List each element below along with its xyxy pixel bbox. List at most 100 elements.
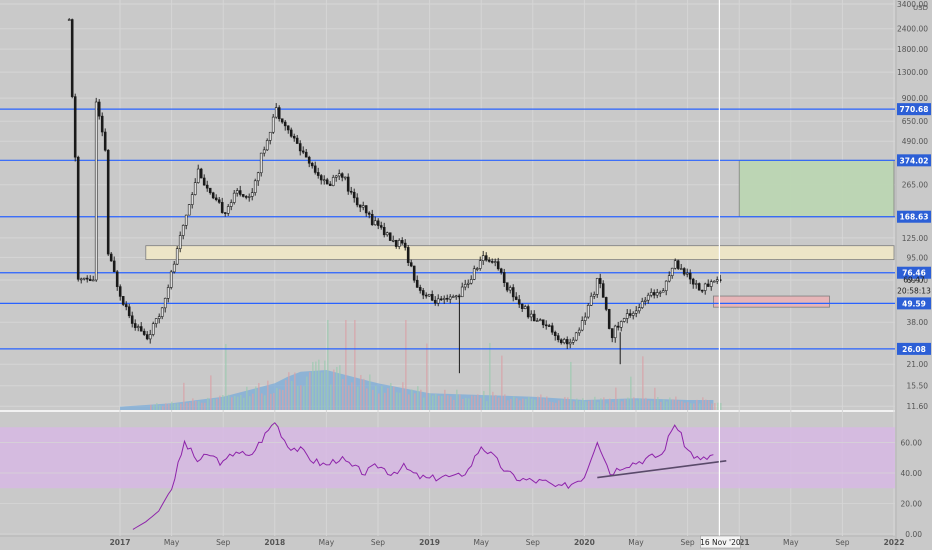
volume-bar [300,385,302,410]
candle-body [274,107,278,118]
volume-bar [360,374,362,410]
volume-bar [486,401,488,410]
volume-bar [375,385,377,410]
rsi-trendline[interactable] [597,460,727,479]
level-label-text: 49.59 [902,299,926,308]
candle [430,290,434,302]
candle-body [82,277,86,280]
volume-bar [378,393,380,410]
volume-bar [600,398,602,410]
candle [223,212,227,217]
candle [82,277,86,281]
candle-body [397,240,401,247]
countdown-label: 20:58:13 [897,287,931,296]
candle-body [67,19,71,21]
candle [649,288,653,298]
candle-body [475,268,479,270]
volume-bar [495,394,497,410]
volume-bar [261,393,263,410]
candle-body [196,168,200,183]
candle-body [94,101,98,281]
volume-bar [414,393,416,410]
level-label: 26.08 [897,342,931,355]
volume-bar [180,403,182,410]
candle-body [121,296,125,305]
last-price-label: 69.47 [903,276,925,285]
candle [538,318,542,322]
candle-body [556,335,560,341]
candle [523,304,527,310]
candle-body [580,320,584,331]
volume-bar [318,359,320,410]
candle [187,204,191,216]
candle-body [286,125,290,131]
candle-body [184,214,188,226]
candle-body [547,325,551,327]
candle [478,256,482,271]
candle [577,327,581,336]
volume-bar [408,394,410,410]
price-tick-label: 11.60 [907,402,929,411]
candle-body [190,194,194,205]
candle [409,259,413,268]
candle [520,303,524,312]
candle [304,149,308,158]
time-tick-label: May [783,538,799,547]
candle [451,294,455,298]
candle [145,331,149,341]
volume-bar [525,398,527,410]
volume-bar [276,387,278,410]
candle [268,131,272,145]
candle-body [88,278,92,282]
price-tick-label: 95.00 [907,253,929,262]
volume-bar [663,399,665,410]
currency-label: USD [913,4,928,12]
candle [205,180,209,192]
candle [586,303,590,319]
candle-body [73,96,77,158]
candle-body [352,191,356,199]
candle-body [484,255,488,261]
volume-bar [624,399,626,410]
time-tick-label: May [628,538,644,547]
volume-bar [390,382,392,410]
candle-body [454,295,458,298]
candle [172,261,176,274]
candle [139,322,143,332]
candle-body [577,329,581,334]
volume-bar [675,396,677,410]
volume-bar [204,402,206,410]
candle [364,205,368,217]
candle [598,273,602,289]
candle [514,292,518,301]
volume-bar [207,397,209,410]
candle-body [712,280,716,283]
volume-bar [243,397,245,410]
candle-body [514,296,518,300]
volume-bar [216,398,218,410]
candle-body [481,255,485,262]
candle [358,204,362,212]
candle [382,222,386,238]
candle [166,284,170,303]
volume-bar [615,387,617,410]
candle-body [403,242,407,248]
candle-body [106,149,110,255]
candle [352,188,356,203]
candle-body [277,107,281,120]
candle-body [301,150,305,153]
volume-bar [150,404,152,410]
candle [397,238,401,250]
time-tick-label: Sep [526,538,540,547]
candle [484,252,488,262]
candle [253,178,257,196]
candle [619,320,623,332]
volume-bar [177,403,179,410]
volume-bar [654,387,656,410]
candle [109,252,113,262]
candle [190,192,194,209]
candle [412,265,416,283]
candle-body [664,280,668,291]
candle-body [211,192,215,199]
